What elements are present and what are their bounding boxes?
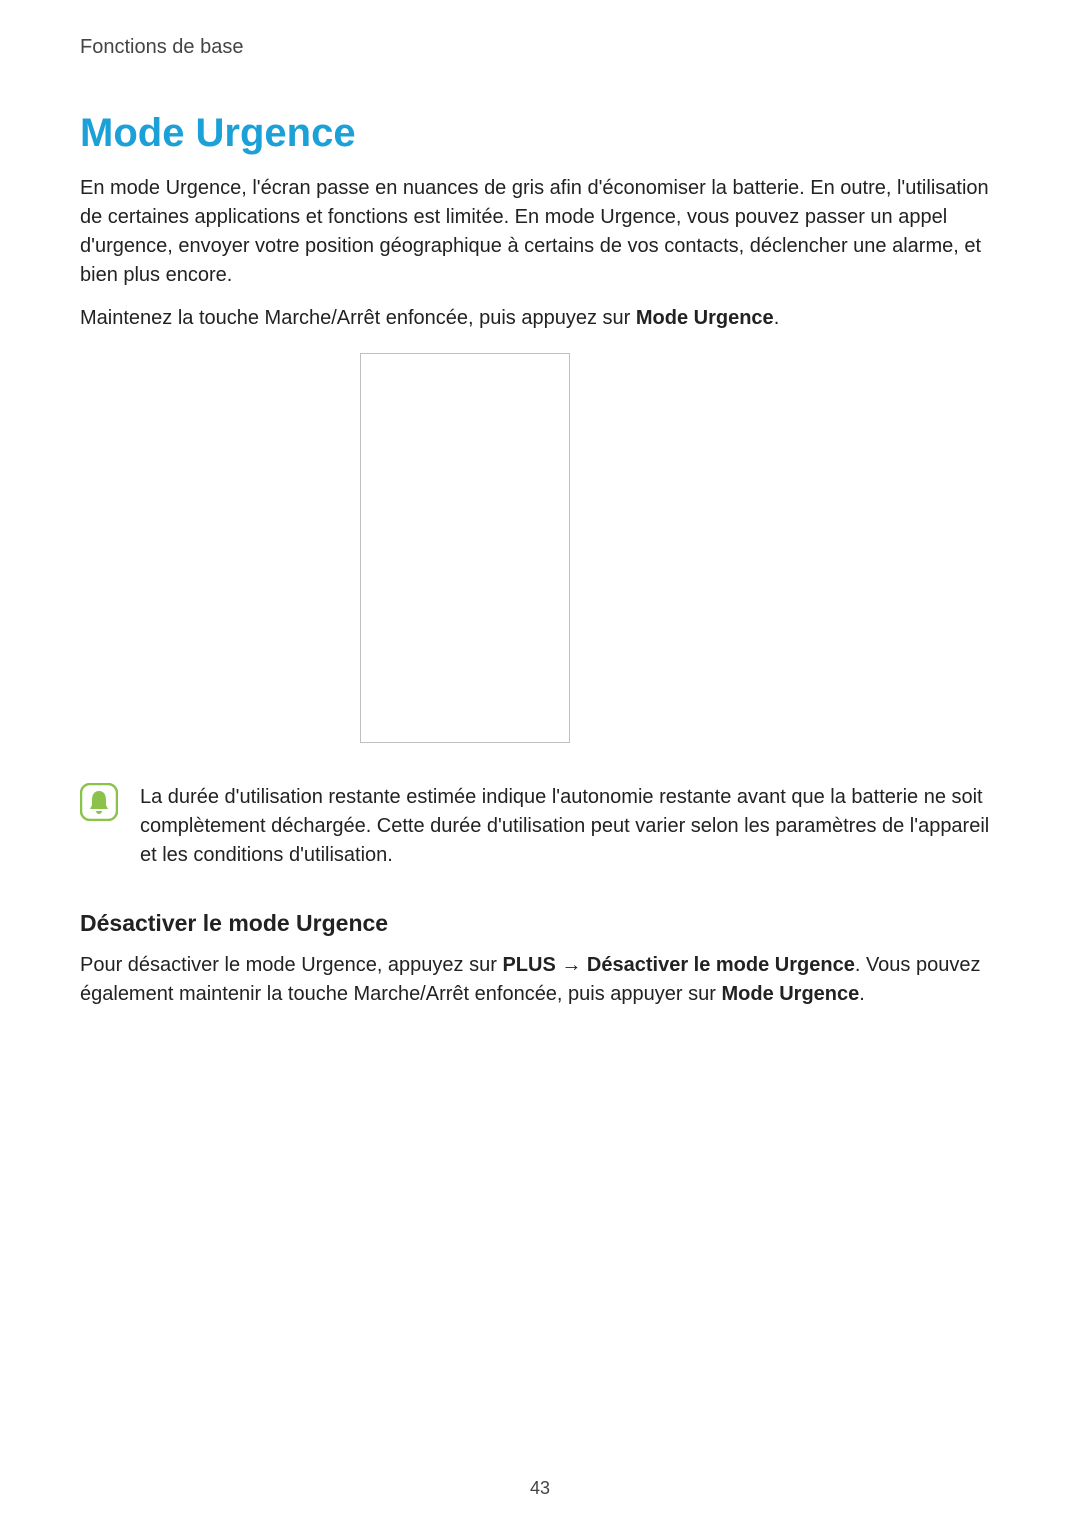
breadcrumb: Fonctions de base <box>80 36 1000 59</box>
instruction-bold: Mode Urgence <box>636 307 774 329</box>
instruction-prefix: Maintenez la touche Marche/Arrêt enfoncé… <box>80 307 636 329</box>
bell-icon <box>80 783 118 821</box>
deact-b3: Mode Urgence <box>721 983 859 1005</box>
instruction-suffix: . <box>774 307 780 329</box>
deact-arrow: → <box>556 954 587 976</box>
deact-p3: . <box>859 983 865 1005</box>
instruction-paragraph: Maintenez la touche Marche/Arrêt enfoncé… <box>80 304 1000 333</box>
note-text: La durée d'utilisation restante estimée … <box>140 783 1000 870</box>
page: Fonctions de base Mode Urgence En mode U… <box>0 0 1080 1527</box>
deact-b2: Désactiver le mode Urgence <box>587 954 855 976</box>
note: La durée d'utilisation restante estimée … <box>80 783 1000 870</box>
page-number: 43 <box>0 1478 1080 1499</box>
diagram <box>80 353 1000 753</box>
intro-paragraph: En mode Urgence, l'écran passe en nuance… <box>80 174 1000 290</box>
deactivate-paragraph: Pour désactiver le mode Urgence, appuyez… <box>80 951 1000 1009</box>
deact-p1: Pour désactiver le mode Urgence, appuyez… <box>80 954 502 976</box>
deact-b1: PLUS <box>502 954 555 976</box>
subheading: Désactiver le mode Urgence <box>80 910 1000 937</box>
phone-outline <box>360 353 570 743</box>
page-title: Mode Urgence <box>80 111 1000 156</box>
